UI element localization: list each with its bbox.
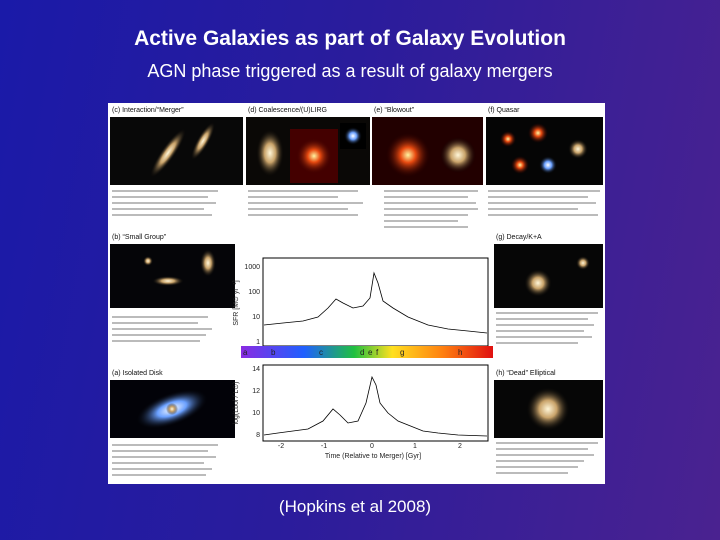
y-tick-label: 100 bbox=[248, 289, 260, 296]
stage-bar bbox=[241, 346, 493, 358]
slide-subtitle: AGN phase triggered as a result of galax… bbox=[147, 61, 553, 81]
x-axis-label: Time (Relative to Merger) [Gyr] bbox=[325, 453, 421, 460]
bullet-text bbox=[112, 190, 600, 228]
figure-graphic bbox=[568, 139, 588, 159]
panel-label: (h) “Dead” Elliptical bbox=[496, 370, 556, 377]
caption: (Hopkins et al 2008) bbox=[278, 497, 432, 516]
figure-graphic bbox=[344, 127, 362, 145]
figure-graphic: a b c d e f g h bbox=[243, 348, 462, 357]
y-tick-label: 1 bbox=[256, 339, 260, 346]
slide-title: Active Galaxies as part of Galaxy Evolut… bbox=[134, 27, 566, 50]
figure-graphic bbox=[190, 121, 216, 161]
figure-graphic bbox=[152, 276, 184, 286]
x-tick-label: 2 bbox=[458, 443, 462, 450]
figure-graphic bbox=[200, 249, 216, 277]
panel-label: (f) Quasar bbox=[488, 107, 520, 114]
panel-label: (d) Coalescence/(U)LIRG bbox=[248, 107, 327, 114]
y-tick-label: 1000 bbox=[244, 264, 260, 271]
x-tick-label: 0 bbox=[370, 443, 374, 450]
x-tick-label: -2 bbox=[278, 443, 284, 450]
panel-label: (a) Isolated Disk bbox=[112, 370, 163, 377]
y-axis-label: log(Lbol / L⊙) bbox=[233, 382, 240, 425]
y-tick-label: 12 bbox=[252, 388, 260, 395]
luminosity-curve bbox=[263, 375, 488, 437]
figure-graphic bbox=[526, 387, 570, 431]
figure-graphic bbox=[524, 269, 552, 297]
figure-graphic bbox=[149, 128, 187, 178]
y-tick-label: 10 bbox=[252, 314, 260, 321]
stage-letter: g bbox=[400, 348, 404, 357]
stage-letter: f bbox=[376, 348, 379, 357]
figure-graphic bbox=[440, 137, 476, 173]
stage-letter: d bbox=[360, 348, 364, 357]
image-small-group bbox=[110, 244, 235, 308]
figure-graphic bbox=[256, 129, 284, 177]
stage-letter: c bbox=[319, 348, 323, 357]
bullet-text bbox=[112, 312, 598, 344]
panel-label: (e) “Blowout” bbox=[374, 107, 415, 114]
y-tick-label: 14 bbox=[252, 366, 260, 373]
sfr-curve bbox=[263, 271, 488, 334]
stage-letter: a bbox=[243, 348, 248, 357]
figure-graphic bbox=[539, 156, 557, 174]
lum-axes bbox=[262, 364, 489, 442]
figure-graphic bbox=[296, 138, 332, 174]
figure-graphic bbox=[143, 256, 153, 266]
panel-label: (g) Decay/K+A bbox=[496, 234, 542, 241]
figure-graphic bbox=[500, 131, 516, 147]
y-tick-label: 10 bbox=[252, 410, 260, 417]
stage-letter: b bbox=[271, 348, 276, 357]
figure-graphic bbox=[528, 123, 548, 143]
y-tick-label: 8 bbox=[256, 432, 260, 439]
x-tick-label: 1 bbox=[413, 443, 417, 450]
stage-letter: e bbox=[368, 348, 373, 357]
figure-graphic bbox=[576, 256, 590, 270]
figure-graphic bbox=[511, 156, 529, 174]
x-tick-label: -1 bbox=[321, 443, 327, 450]
panel-label: (b) “Small Group” bbox=[112, 234, 167, 241]
panel-label: (c) Interaction/“Merger” bbox=[112, 107, 184, 114]
stage-letter: h bbox=[458, 348, 462, 357]
evolution-figure: (c) Interaction/“Merger” (d) Coalescence… bbox=[108, 103, 605, 484]
figure-graphic bbox=[166, 403, 178, 415]
y-axis-label: SFR [M⊙ yr⁻¹] bbox=[233, 280, 240, 325]
figure-graphic bbox=[386, 133, 430, 177]
bullet-text bbox=[112, 442, 598, 476]
